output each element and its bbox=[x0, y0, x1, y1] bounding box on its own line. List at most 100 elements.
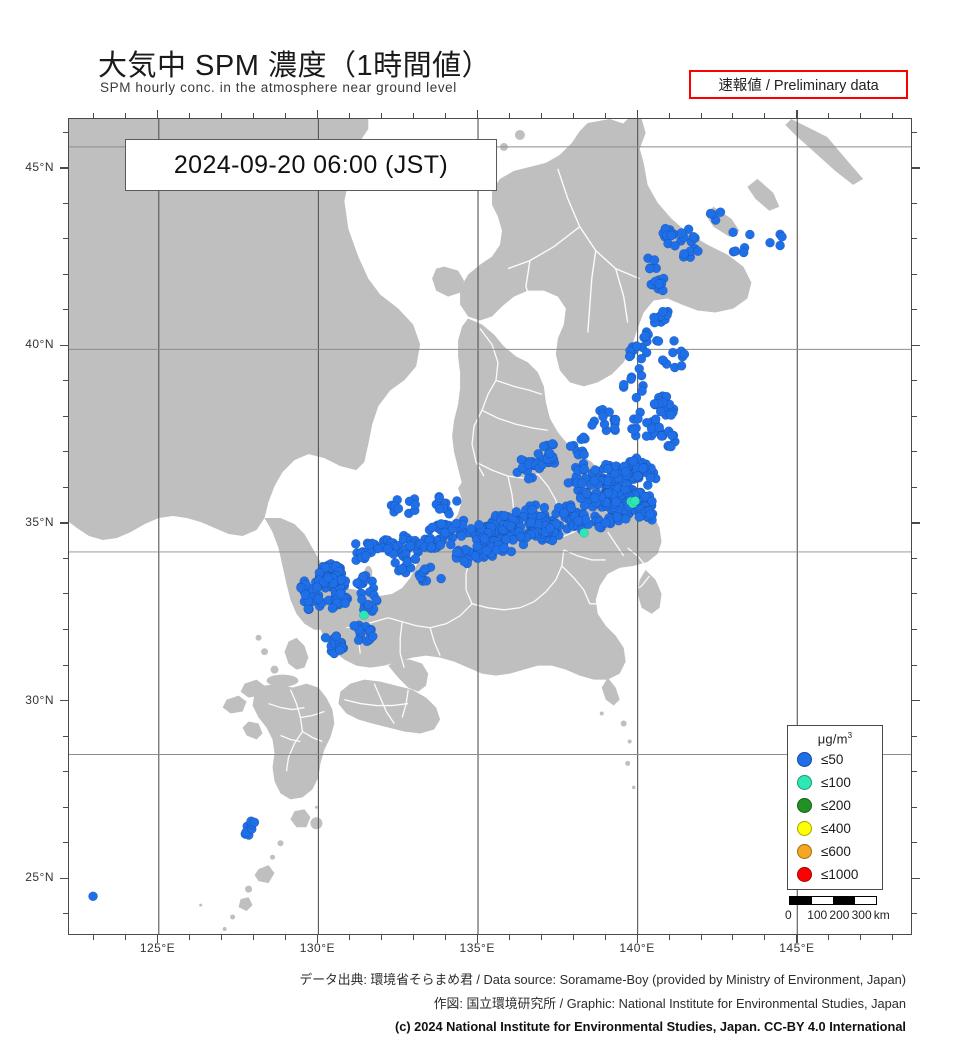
station-dot[interactable] bbox=[296, 583, 306, 593]
station-dot[interactable] bbox=[472, 541, 482, 552]
station-dot[interactable] bbox=[641, 431, 652, 441]
station-dot[interactable] bbox=[581, 488, 592, 499]
map-canvas[interactable] bbox=[68, 118, 912, 935]
station-dot[interactable] bbox=[335, 645, 345, 656]
station-dot[interactable] bbox=[538, 441, 549, 452]
station-dot[interactable] bbox=[657, 355, 668, 365]
station-dot[interactable] bbox=[611, 497, 621, 507]
station-dot[interactable] bbox=[676, 228, 687, 238]
station-dot[interactable] bbox=[410, 553, 421, 564]
station-dot[interactable] bbox=[676, 361, 687, 371]
station-dot[interactable] bbox=[624, 351, 635, 362]
station-dot[interactable] bbox=[745, 229, 755, 240]
station-dot[interactable] bbox=[559, 508, 569, 518]
station-dot[interactable] bbox=[363, 599, 374, 610]
station-dot[interactable] bbox=[382, 543, 393, 554]
station-dot[interactable] bbox=[357, 594, 367, 605]
station-dot[interactable] bbox=[481, 546, 492, 556]
station-dot[interactable] bbox=[434, 493, 445, 503]
station-dot[interactable] bbox=[577, 478, 588, 488]
station-dot[interactable] bbox=[88, 891, 98, 902]
station-dot[interactable] bbox=[715, 207, 726, 218]
station-dot[interactable] bbox=[666, 410, 676, 420]
station-dot[interactable] bbox=[323, 573, 333, 584]
station-dot[interactable] bbox=[527, 505, 537, 515]
station-dot[interactable] bbox=[649, 255, 660, 265]
station-dot[interactable] bbox=[575, 493, 586, 504]
station-dot[interactable] bbox=[641, 347, 652, 358]
station-dot[interactable] bbox=[620, 466, 631, 477]
station-dot[interactable] bbox=[653, 336, 664, 346]
station-dot[interactable] bbox=[544, 448, 555, 459]
station-dot[interactable] bbox=[501, 534, 511, 545]
station-dot[interactable] bbox=[649, 312, 659, 323]
station-dot[interactable] bbox=[669, 336, 679, 346]
station-dot[interactable] bbox=[667, 430, 677, 441]
station-dot[interactable] bbox=[631, 392, 642, 403]
station-dot[interactable] bbox=[638, 463, 648, 473]
station-dot[interactable] bbox=[600, 518, 611, 528]
station-dot[interactable] bbox=[566, 503, 577, 513]
station-dot[interactable] bbox=[349, 621, 359, 631]
station-dot[interactable] bbox=[637, 386, 647, 396]
station-dot[interactable] bbox=[474, 519, 484, 530]
station-dot[interactable] bbox=[636, 353, 647, 364]
station-dot[interactable] bbox=[434, 504, 445, 514]
station-dot[interactable] bbox=[436, 518, 447, 529]
station-dot[interactable] bbox=[644, 263, 655, 274]
station-dot[interactable] bbox=[249, 817, 260, 828]
station-dot[interactable] bbox=[578, 432, 589, 443]
station-dot[interactable] bbox=[390, 557, 401, 568]
station-dot[interactable] bbox=[563, 478, 574, 488]
station-dot[interactable] bbox=[777, 231, 787, 242]
station-dot[interactable] bbox=[361, 550, 371, 561]
station-dot[interactable] bbox=[545, 523, 555, 534]
station-dot[interactable] bbox=[573, 516, 583, 526]
station-dot[interactable] bbox=[628, 456, 638, 466]
station-dot[interactable] bbox=[511, 506, 522, 517]
station-dot[interactable] bbox=[320, 632, 331, 643]
station-dot[interactable] bbox=[679, 249, 689, 259]
station-dot[interactable] bbox=[350, 539, 361, 549]
station-dot[interactable] bbox=[436, 573, 446, 584]
station-dot[interactable] bbox=[645, 509, 655, 520]
station-dot[interactable] bbox=[610, 415, 621, 425]
station-dot[interactable] bbox=[393, 503, 404, 514]
station-dot-elevated[interactable] bbox=[579, 528, 589, 538]
station-dot[interactable] bbox=[649, 399, 660, 409]
station-dot[interactable] bbox=[647, 496, 657, 507]
station-dot[interactable] bbox=[705, 208, 716, 219]
station-dot[interactable] bbox=[419, 564, 430, 574]
station-dot[interactable] bbox=[452, 496, 462, 506]
station-dot[interactable] bbox=[352, 578, 362, 588]
station-dot[interactable] bbox=[459, 556, 469, 567]
station-dot[interactable] bbox=[618, 379, 629, 390]
station-dot[interactable] bbox=[668, 347, 678, 358]
station-dot[interactable] bbox=[499, 543, 510, 553]
station-dot[interactable] bbox=[367, 631, 378, 642]
station-dot[interactable] bbox=[620, 514, 631, 524]
station-dot[interactable] bbox=[679, 349, 690, 360]
station-dot[interactable] bbox=[579, 449, 590, 460]
station-dot[interactable] bbox=[645, 473, 656, 483]
station-dot[interactable] bbox=[590, 465, 601, 475]
station-dot[interactable] bbox=[331, 631, 341, 642]
station-dot-elevated[interactable] bbox=[359, 610, 369, 620]
station-dot[interactable] bbox=[364, 540, 374, 550]
station-dot[interactable] bbox=[506, 521, 516, 531]
station-dot[interactable] bbox=[626, 374, 636, 384]
station-dot[interactable] bbox=[658, 306, 668, 317]
station-dot[interactable] bbox=[609, 423, 620, 433]
station-dot[interactable] bbox=[426, 542, 437, 552]
station-dot[interactable] bbox=[775, 240, 785, 251]
station-dot[interactable] bbox=[526, 517, 536, 528]
station-dot[interactable] bbox=[451, 547, 462, 557]
station-dot[interactable] bbox=[602, 464, 613, 474]
station-dot[interactable] bbox=[587, 420, 597, 430]
station-dot[interactable] bbox=[440, 527, 451, 538]
station-dot[interactable] bbox=[670, 240, 680, 251]
station-dot[interactable] bbox=[402, 556, 413, 567]
station-dot[interactable] bbox=[738, 247, 749, 258]
station-dot[interactable] bbox=[435, 540, 446, 550]
station-dot[interactable] bbox=[640, 331, 651, 341]
